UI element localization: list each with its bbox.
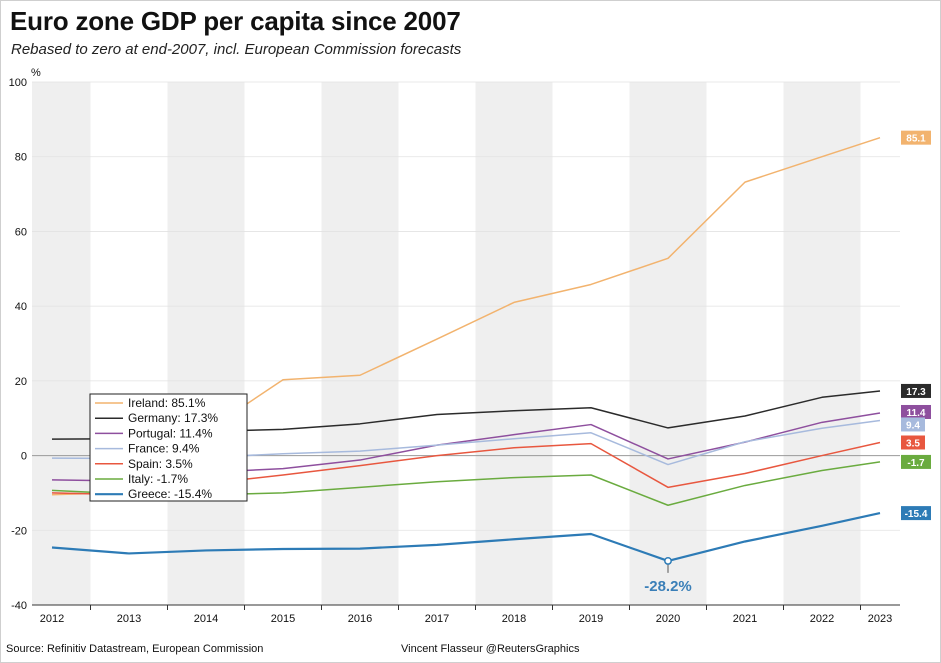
end-label-ireland: 85.1 xyxy=(906,134,926,145)
y-axis: -40 -20 0 20 40 60 80 100% xyxy=(9,67,41,612)
end-label-box-spain xyxy=(901,435,925,450)
end-label-box-germany xyxy=(901,383,931,398)
end-label-box-ireland xyxy=(901,130,931,145)
y-tick-label: 0 xyxy=(21,451,27,463)
end-label-germany: 17.3 xyxy=(906,387,926,398)
x-tick-label: 2021 xyxy=(733,613,757,625)
x-tick-label: 2022 xyxy=(810,613,834,625)
background-band xyxy=(167,82,245,605)
legend: Ireland: 85.1%Germany: 17.3%Portugal: 11… xyxy=(89,393,248,502)
end-label-portugal: 11.4 xyxy=(907,408,926,419)
y-tick-label: -40 xyxy=(11,600,27,612)
end-label-box-france xyxy=(901,417,925,432)
annotation-marker xyxy=(664,556,672,565)
legend-entry-portugal: Portugal: 11.4% xyxy=(128,426,213,440)
x-tick-label: 2017 xyxy=(425,613,449,625)
legend-entry-spain: Spain: 3.5% xyxy=(128,457,193,471)
x-tick-label: 2019 xyxy=(579,613,603,625)
y-tick-label: 60 xyxy=(15,226,27,238)
x-tick-label: 2016 xyxy=(348,613,372,625)
y-tick-label: -20 xyxy=(11,525,27,537)
legend-box xyxy=(89,393,248,502)
end-label-box-portugal xyxy=(901,404,931,419)
source-note: Source: Refinitiv Datastream, European C… xyxy=(6,643,264,655)
x-tick-label: 2012 xyxy=(40,613,64,625)
chart-title: Euro zone GDP per capita since 2007 xyxy=(10,6,461,36)
annotations: -28.2% xyxy=(644,556,692,595)
end-labels: 85.1 17.3 11.49.4 3.5 -1.7 -15.4 xyxy=(901,130,931,521)
legend-entry-germany: Germany: 17.3% xyxy=(128,411,218,425)
x-tick-label: 2013 xyxy=(117,613,141,625)
background-band xyxy=(32,82,91,605)
end-label-spain: 3.5 xyxy=(906,438,920,449)
y-tick-label: 80 xyxy=(15,152,27,164)
end-label-box-italy xyxy=(901,454,931,469)
x-tick-label: 2020 xyxy=(656,613,680,625)
y-tick-label: 100 xyxy=(9,77,27,89)
end-label-france: 9.4 xyxy=(906,420,920,431)
y-axis-label: % xyxy=(31,67,41,79)
x-axis: 2012 2013 2014 2015 2016 2017 2018 2019 2020 2021… xyxy=(32,604,900,625)
x-tick-label: 2018 xyxy=(502,613,526,625)
annotation-label: -28.2% xyxy=(644,578,692,595)
background-band xyxy=(783,82,861,605)
legend-entry-italy: Italy: -1.7% xyxy=(128,472,188,486)
x-tick-label: 2015 xyxy=(271,613,295,625)
legend-entry-greece: Greece: -15.4% xyxy=(128,487,212,501)
background-band xyxy=(629,82,707,605)
x-tick-label: 2014 xyxy=(194,613,218,625)
background-band xyxy=(475,82,553,605)
legend-entry-france: France: 9.4% xyxy=(128,442,200,456)
credit-note: Vincent Flasseur @ReutersGraphics xyxy=(401,643,580,655)
y-tick-label: 40 xyxy=(15,301,27,313)
horizontal-gridlines xyxy=(32,81,900,606)
x-tick-label: 2023 xyxy=(868,613,892,625)
background-band xyxy=(321,82,399,605)
legend-entry-ireland: Ireland: 85.1% xyxy=(128,396,206,410)
end-label-greece: -15.4 xyxy=(905,509,928,520)
end-label-box-greece xyxy=(901,506,931,521)
y-tick-label: 20 xyxy=(15,376,27,388)
chart-subtitle: Rebased to zero at end-2007, incl. Europ… xyxy=(11,41,462,58)
background-bands xyxy=(32,82,861,605)
series-line-greece xyxy=(51,512,881,563)
end-label-italy: -1.7 xyxy=(907,458,925,469)
